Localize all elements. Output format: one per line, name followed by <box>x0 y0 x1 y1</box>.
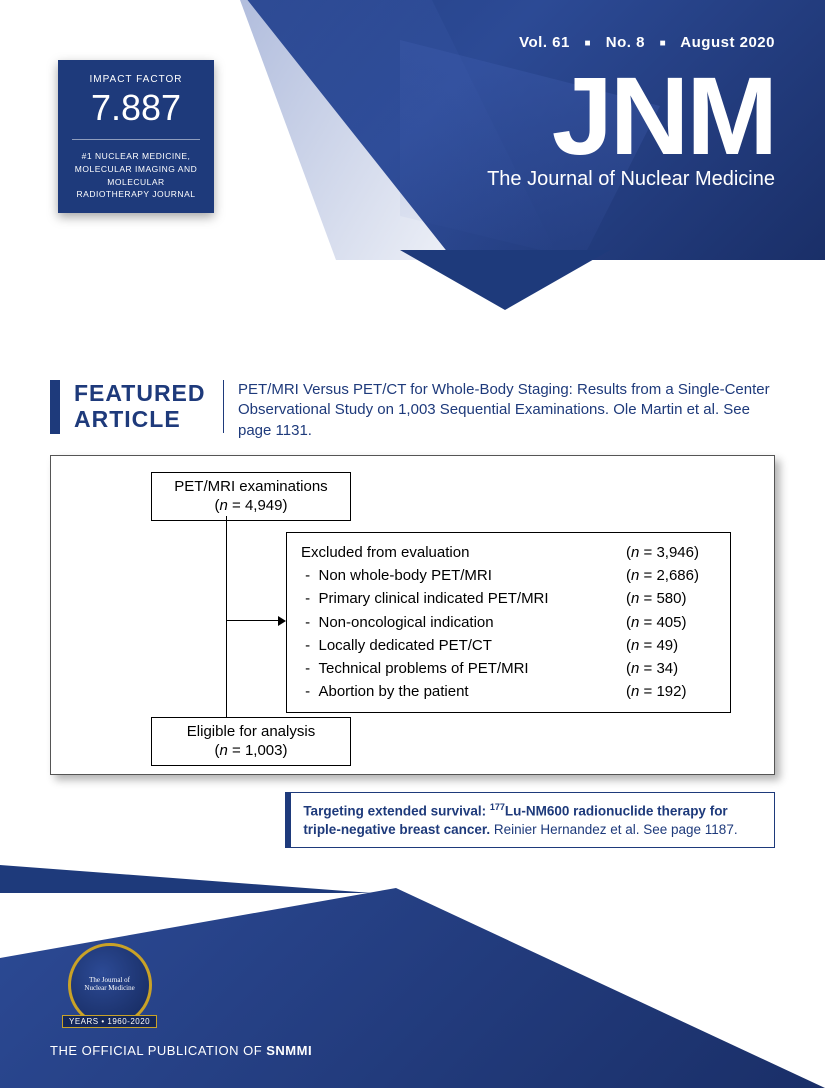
flowchart-frame: PET/MRI examinations(n = 4,949) Eligible … <box>50 455 775 775</box>
footer-shape-edge <box>0 865 400 893</box>
top-banner: Vol. 61 ■ No. 8 ■ August 2020 JNM The Jo… <box>0 0 825 320</box>
journal-logo: JNM The Journal of Nuclear Medicine <box>487 70 775 191</box>
anniversary-badge: The Journal of Nuclear Medicine YEARS • … <box>62 943 157 1028</box>
impact-value: 7.887 <box>66 87 206 129</box>
footer-text: THE OFFICIAL PUBLICATION OF SNMMI <box>50 1043 312 1058</box>
impact-claim: #1 NUCLEAR MEDICINE, MOLECULAR IMAGING A… <box>66 150 206 201</box>
featured-label: FEATURED ARTICLE <box>74 380 224 433</box>
secondary-callout: Targeting extended survival: 177Lu-NM600… <box>285 792 775 848</box>
callout-rest: Reinier Hernandez et al. See page 1187. <box>490 822 737 837</box>
volume: Vol. 61 <box>519 34 570 51</box>
separator-icon: ■ <box>660 38 667 49</box>
flow-box: PET/MRI examinations(n = 4,949) <box>151 472 351 521</box>
accent-bar <box>50 380 60 434</box>
impact-label: IMPACT FACTOR <box>66 74 206 85</box>
journal-subtitle: The Journal of Nuclear Medicine <box>487 168 775 191</box>
callout-bold: Targeting extended survival: <box>303 804 490 819</box>
banner-chevron <box>400 250 610 310</box>
flow-connector <box>226 620 278 621</box>
flowchart: PET/MRI examinations(n = 4,949)Eligible … <box>71 472 754 754</box>
issue-info: Vol. 61 ■ No. 8 ■ August 2020 <box>519 34 775 51</box>
impact-factor-box: IMPACT FACTOR 7.887 #1 NUCLEAR MEDICINE,… <box>58 60 214 213</box>
featured-label-line: FEATURED <box>74 380 206 406</box>
isotope-sup: 177 <box>490 802 505 812</box>
divider <box>72 139 200 140</box>
logo-text: JNM <box>487 70 775 164</box>
flow-excluded-box: Excluded from evaluation(n = 3,946) - No… <box>286 532 731 713</box>
featured-label-line: ARTICLE <box>74 406 181 432</box>
issue-date: August 2020 <box>680 34 775 51</box>
flow-connector <box>226 516 227 717</box>
featured-header: FEATURED ARTICLE PET/MRI Versus PET/CT f… <box>50 380 775 441</box>
flow-box: Eligible for analysis(n = 1,003) <box>151 717 351 766</box>
footer-org: SNMMI <box>266 1043 312 1058</box>
featured-description: PET/MRI Versus PET/CT for Whole-Body Sta… <box>224 380 775 441</box>
separator-icon: ■ <box>585 38 592 49</box>
issue-number: No. 8 <box>606 34 645 51</box>
anniversary-ribbon: YEARS • 1960-2020 <box>62 1015 157 1028</box>
anniv-line: Nuclear Medicine <box>84 985 134 993</box>
footer-pre: THE OFFICIAL PUBLICATION OF <box>50 1043 266 1058</box>
callout-text: Targeting extended survival: 177Lu-NM600… <box>291 793 774 847</box>
featured-article: FEATURED ARTICLE PET/MRI Versus PET/CT f… <box>50 380 775 775</box>
arrow-icon <box>278 616 286 626</box>
